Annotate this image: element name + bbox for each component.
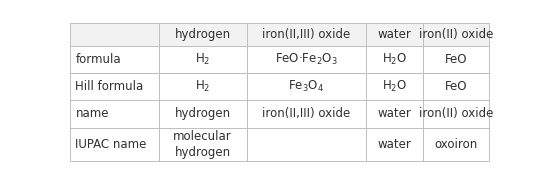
Text: H$_2$O: H$_2$O: [382, 79, 407, 94]
Text: iron(II,III) oxide: iron(II,III) oxide: [262, 28, 351, 41]
Bar: [366, 23, 423, 46]
Text: iron(II) oxide: iron(II) oxide: [419, 28, 494, 41]
Bar: [247, 23, 366, 46]
Bar: [247, 73, 366, 100]
Text: IUPAC name: IUPAC name: [75, 138, 147, 151]
Text: name: name: [75, 107, 109, 120]
Text: FeO·Fe$_2$O$_3$: FeO·Fe$_2$O$_3$: [275, 52, 337, 67]
Bar: [247, 46, 366, 73]
Text: iron(II,III) oxide: iron(II,III) oxide: [262, 107, 351, 120]
Bar: [158, 23, 247, 46]
Bar: [423, 73, 489, 100]
Text: H$_2$: H$_2$: [195, 52, 210, 67]
Text: water: water: [378, 138, 412, 151]
Text: water: water: [378, 28, 412, 41]
Bar: [247, 100, 366, 128]
Text: oxoiron: oxoiron: [435, 138, 478, 151]
Bar: [158, 46, 247, 73]
Text: H$_2$: H$_2$: [195, 79, 210, 94]
Text: H$_2$O: H$_2$O: [382, 52, 407, 67]
Bar: [423, 100, 489, 128]
Bar: [366, 100, 423, 128]
Text: formula: formula: [75, 53, 121, 66]
Bar: [423, 46, 489, 73]
Text: iron(II) oxide: iron(II) oxide: [419, 107, 494, 120]
Text: FeO: FeO: [445, 53, 467, 66]
Bar: [366, 46, 423, 73]
Text: Hill formula: Hill formula: [75, 80, 144, 93]
Text: molecular
hydrogen: molecular hydrogen: [173, 130, 232, 159]
Bar: [70, 100, 158, 128]
Text: FeO: FeO: [445, 80, 467, 93]
Text: water: water: [378, 107, 412, 120]
Bar: [423, 23, 489, 46]
Bar: [158, 100, 247, 128]
Bar: [366, 73, 423, 100]
Bar: [366, 128, 423, 161]
Text: Fe$_3$O$_4$: Fe$_3$O$_4$: [288, 79, 324, 94]
Bar: [158, 73, 247, 100]
Bar: [70, 128, 158, 161]
Text: hydrogen: hydrogen: [175, 107, 231, 120]
Bar: [158, 128, 247, 161]
Bar: [70, 73, 158, 100]
Text: hydrogen: hydrogen: [175, 28, 231, 41]
Bar: [70, 23, 158, 46]
Bar: [247, 128, 366, 161]
Bar: [423, 128, 489, 161]
Bar: [70, 46, 158, 73]
